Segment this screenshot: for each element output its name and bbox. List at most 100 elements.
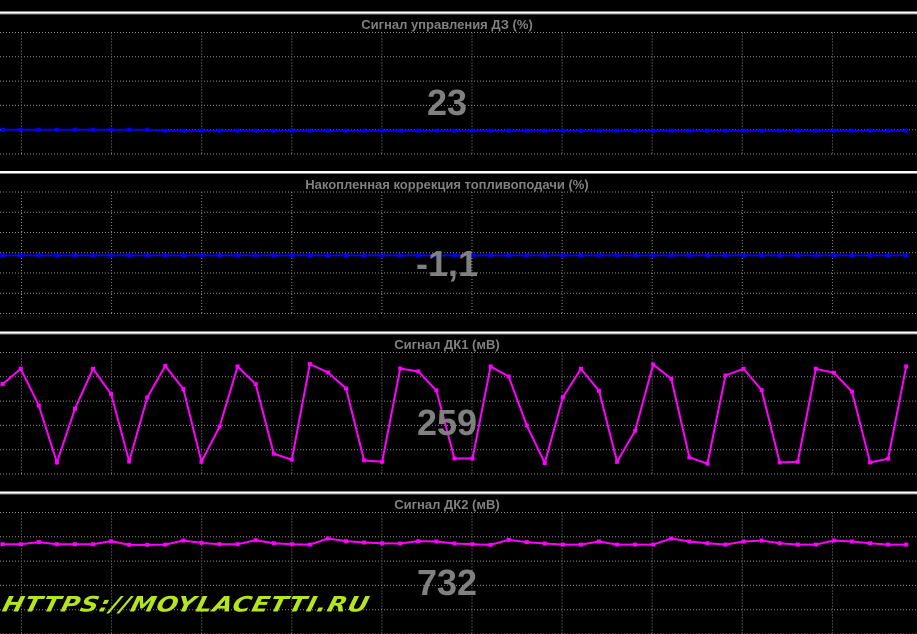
- panel-o2-sensor-2: Сигнал ДК2 (мВ) 732: [0, 491, 917, 634]
- data-point: [398, 541, 403, 546]
- data-point: [325, 128, 330, 133]
- data-point: [362, 128, 367, 133]
- data-point: [72, 127, 77, 132]
- data-point: [325, 536, 330, 541]
- data-point: [831, 128, 836, 133]
- data-point: [777, 128, 782, 133]
- data-point: [416, 539, 421, 544]
- data-point: [506, 537, 511, 542]
- data-point: [163, 253, 168, 258]
- data-point: [398, 128, 403, 133]
- data-point: [831, 253, 836, 258]
- data-point: [91, 366, 96, 371]
- data-point: [235, 542, 240, 547]
- data-point: [307, 128, 312, 133]
- data-point: [597, 388, 602, 393]
- data-point: [307, 253, 312, 258]
- data-point: [597, 253, 602, 258]
- data-point: [813, 366, 818, 371]
- data-point: [615, 128, 620, 133]
- data-point: [777, 253, 782, 258]
- data-point: [669, 536, 674, 541]
- data-point: [578, 366, 583, 371]
- data-point: [199, 540, 204, 545]
- data-point: [18, 253, 23, 258]
- data-point: [434, 253, 439, 258]
- data-point: [36, 127, 41, 132]
- data-point: [904, 253, 909, 258]
- panel-separator-shadow: [0, 13, 917, 15]
- data-point: [235, 128, 240, 133]
- current-value: -1,1: [416, 243, 478, 284]
- data-point: [615, 253, 620, 258]
- data-point: [452, 541, 457, 546]
- data-point: [145, 253, 150, 258]
- panel-fuel-trim: Накопленная коррекция топливоподачи (%) …: [0, 171, 917, 314]
- data-point: [163, 128, 168, 133]
- data-point: [687, 455, 692, 460]
- data-point: [127, 459, 132, 464]
- data-point: [380, 541, 385, 546]
- data-point: [91, 253, 96, 258]
- data-point: [362, 540, 367, 545]
- data-point: [831, 370, 836, 375]
- data-point: [759, 388, 764, 393]
- data-point: [759, 128, 764, 133]
- data-point: [904, 364, 909, 369]
- data-point: [199, 128, 204, 133]
- data-point: [470, 128, 475, 133]
- data-point: [687, 253, 692, 258]
- data-point: [488, 364, 493, 369]
- watermark: HTTPS://MOYLACETTI.RU: [0, 592, 373, 617]
- data-point: [597, 128, 602, 133]
- data-point: [18, 127, 23, 132]
- data-point: [109, 127, 114, 132]
- data-point: [470, 253, 475, 258]
- data-point: [109, 253, 114, 258]
- data-point: [687, 539, 692, 544]
- data-point: [380, 128, 385, 133]
- panel-o2-sensor-1: Сигнал ДК1 (мВ) 259: [0, 331, 917, 475]
- data-point: [127, 542, 132, 547]
- panel-separator-shadow: [0, 493, 917, 495]
- data-point: [54, 460, 59, 465]
- data-point: [307, 542, 312, 547]
- data-point: [145, 542, 150, 547]
- data-point: [849, 389, 854, 394]
- data-point: [145, 127, 150, 132]
- data-point: [777, 541, 782, 546]
- data-point: [271, 451, 276, 456]
- data-point: [344, 386, 349, 391]
- data-point: [289, 253, 294, 258]
- data-point: [795, 459, 800, 464]
- data-point: [813, 253, 818, 258]
- data-point: [669, 128, 674, 133]
- data-point: [813, 128, 818, 133]
- data-point: [723, 128, 728, 133]
- data-point: [325, 370, 330, 375]
- chart-title: Сигнал ДК2 (мВ): [394, 497, 499, 512]
- data-point: [54, 127, 59, 132]
- data-point: [72, 406, 77, 411]
- data-point: [597, 539, 602, 544]
- data-point: [181, 128, 186, 133]
- data-point: [560, 128, 565, 133]
- data-point: [109, 392, 114, 397]
- data-point: [633, 428, 638, 433]
- data-point: [91, 127, 96, 132]
- data-point: [253, 128, 258, 133]
- data-point: [560, 395, 565, 400]
- data-point: [741, 366, 746, 371]
- data-point: [362, 253, 367, 258]
- current-value: 259: [417, 402, 477, 443]
- data-point: [217, 128, 222, 133]
- data-point: [777, 460, 782, 465]
- data-point: [524, 253, 529, 258]
- data-point: [452, 456, 457, 461]
- data-point: [398, 366, 403, 371]
- data-point: [560, 253, 565, 258]
- data-point: [163, 542, 168, 547]
- data-point: [542, 253, 547, 258]
- data-point: [741, 539, 746, 544]
